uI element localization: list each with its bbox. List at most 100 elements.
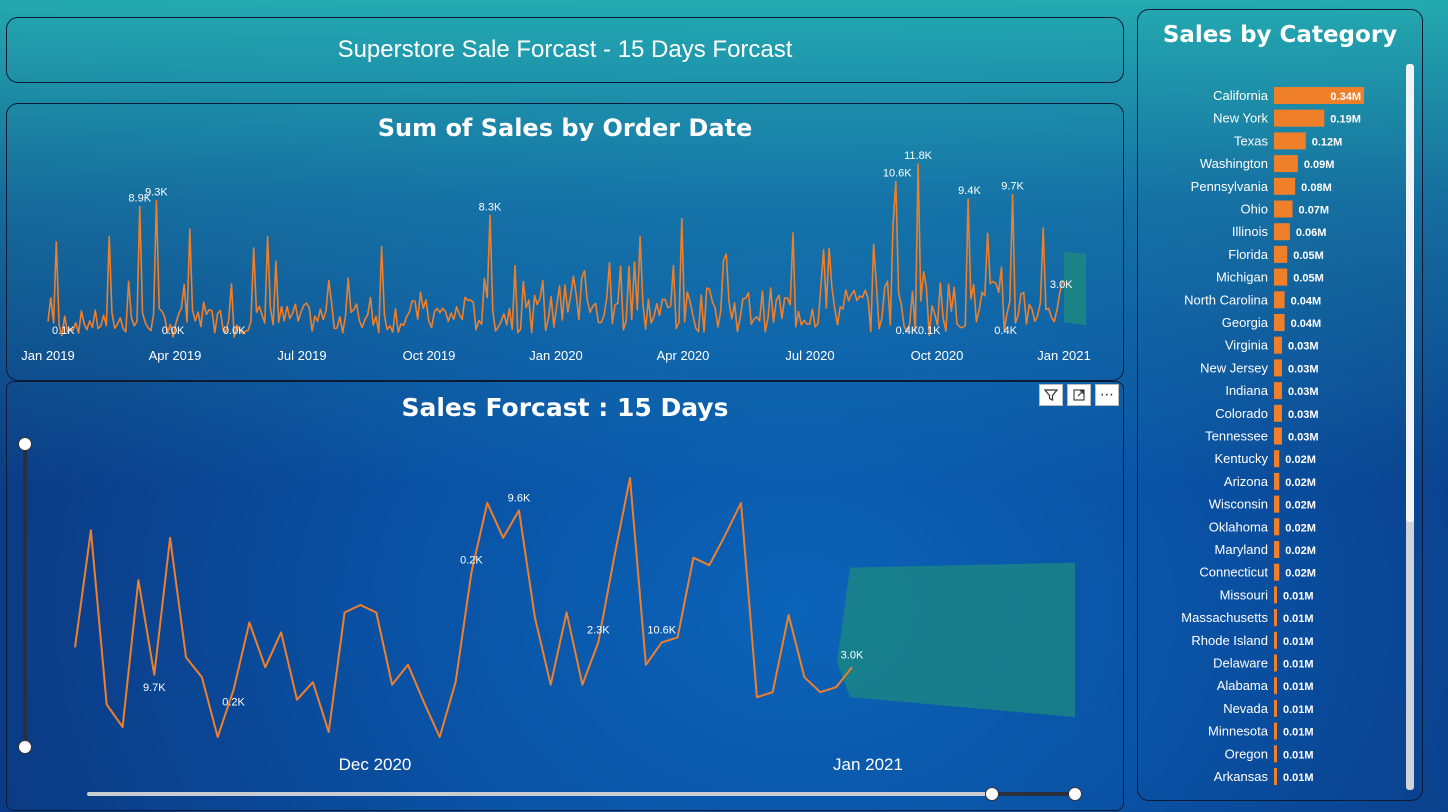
category-bar [1274,541,1280,558]
chart-title: Sales by Category [1162,22,1398,48]
category-label: California [1213,88,1269,103]
forecast-line [74,477,853,738]
scrollbar-thumb[interactable] [1406,64,1414,522]
chart-title: Sales Forcast : 15 Days [401,393,729,422]
category-bar [1274,177,1296,195]
data-label: 9.7K [143,682,166,694]
category-bar [1274,654,1277,672]
category-bar [1274,631,1277,649]
bar-value-label: 0.01M [1283,727,1314,739]
sales-forecast-plot: 9.7K 0.2K 0.2K 9.6K 2.3K 10.6K 3.0K Dec 2020 Jan… [74,477,1075,774]
category-bar [1274,359,1282,377]
visual-toolbar: ⋯ [1039,384,1119,406]
category-label: Arkansas [1214,769,1269,784]
category-label: Missouri [1220,587,1269,602]
category-label: Texas [1234,133,1268,148]
category-label: Michigan [1216,270,1268,285]
chart-title: Sum of Sales by Order Date [377,114,753,142]
sales-by-category-chart[interactable]: Sales by Category California 0.34M New Yor… [1137,9,1423,801]
x-zoom-slider[interactable] [87,792,1075,796]
category-label: Virginia [1225,338,1269,353]
data-label: 3.0K [841,649,864,661]
data-label: 0.2K [460,555,483,567]
category-label: Georgia [1222,315,1269,330]
data-label: 3.0K [1050,279,1073,291]
bar-value-label: 0.01M [1283,749,1314,761]
x-tick-label: Jan 2020 [529,348,583,363]
category-bar [1274,223,1290,241]
bar-value-label: 0.03M [1288,363,1319,375]
data-label: 10.6K [647,624,676,636]
bar-value-label: 0.34M [1330,91,1361,103]
bar-value-label: 0.02M [1285,545,1316,557]
category-bar [1274,450,1280,468]
bar-value-label: 0.07M [1299,205,1330,217]
x-tick-label: Jan 2019 [21,348,75,363]
focus-mode-icon [1073,389,1085,401]
x-tick-label: Jan 2021 [833,755,903,774]
category-bar [1274,495,1280,513]
more-options-icon: ⋯ [1100,387,1114,403]
focus-mode-button[interactable] [1067,384,1091,406]
bar-value-label: 0.02M [1285,500,1316,512]
category-bar [1274,699,1277,717]
x-zoom-handle-left[interactable] [985,787,999,801]
data-label: 8.3K [479,201,502,213]
x-tick-label: Jul 2020 [785,348,834,363]
data-label: 2.3K [587,624,610,636]
y-zoom-handle-top[interactable] [18,437,32,451]
category-label: Ohio [1241,202,1268,217]
category-bar [1274,314,1285,331]
data-label: 0.1K [918,325,941,337]
y-zoom-slider[interactable] [23,444,27,746]
category-label: Rhode Island [1191,633,1268,648]
sales-forecast-chart[interactable]: ⋯ Sales Forcast : 15 Days 9.7K 0.2K 0.2K 9.… [6,381,1124,811]
category-bar [1274,518,1280,536]
x-tick-label: Oct 2020 [911,348,964,363]
bar-value-label: 0.05M [1293,273,1324,285]
category-bar [1274,200,1293,218]
sales-by-date-chart[interactable]: Sum of Sales by Order Date 0.1K 8.9K 9.3K 0… [6,103,1124,381]
category-bar [1274,109,1325,127]
x-tick-label: Jan 2021 [1037,348,1091,363]
filter-icon [1044,389,1058,401]
sales-line [47,163,1064,338]
category-bar [1274,472,1280,490]
title-panel: Superstore Sale Forcast - 15 Days Forcas… [6,17,1124,83]
more-options-button[interactable]: ⋯ [1095,384,1119,406]
category-label: Pennsylvania [1191,179,1269,194]
category-bar [1274,291,1285,309]
category-bar [1274,245,1288,263]
category-label: Minnesota [1208,724,1269,739]
data-label: 8.9K [128,192,151,204]
data-label: 0.2K [222,697,245,709]
category-bar [1274,404,1282,422]
data-label: 0.4K [994,325,1017,337]
filter-button[interactable] [1039,384,1063,406]
x-zoom-handle-right[interactable] [1068,787,1082,801]
category-label: Alabama [1217,678,1269,693]
category-bar [1274,382,1282,400]
bar-value-label: 0.03M [1288,341,1319,353]
category-label: Tennessee [1205,429,1268,444]
category-label: Indiana [1225,383,1268,398]
sales-by-date-plot: 0.1K 8.9K9.3K 0.0K 0.0K 8.3K 10.6K 0.4K 11.8K 0.… [21,150,1091,363]
x-tick-label: Jul 2019 [277,348,326,363]
bar-value-label: 0.03M [1288,432,1319,444]
category-label: Kentucky [1215,451,1269,466]
category-bar [1274,609,1277,627]
data-label: 11.8K [904,150,933,162]
category-label: Illinois [1232,224,1269,239]
y-zoom-handle-bottom[interactable] [18,740,32,754]
category-label: Washington [1200,156,1268,171]
data-label: 9.6K [508,492,531,504]
category-scrollbar[interactable] [1406,64,1414,790]
x-tick-label: Apr 2020 [657,348,710,363]
x-tick-label: Dec 2020 [339,755,412,774]
data-label: 0.0K [162,325,185,337]
forecast-band [837,562,1075,718]
bar-value-label: 0.01M [1283,704,1314,716]
bar-value-label: 0.02M [1285,477,1316,489]
bar-value-label: 0.04M [1291,295,1322,307]
